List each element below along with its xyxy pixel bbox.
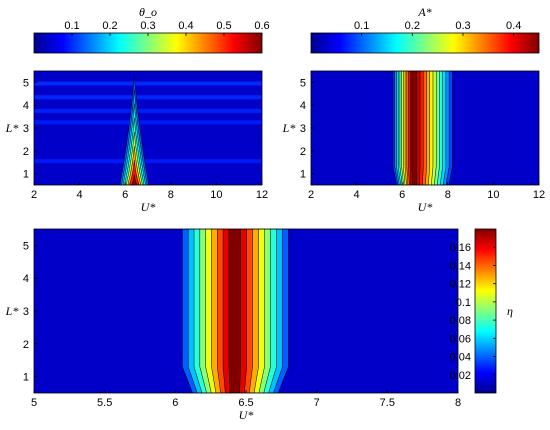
colorbar-tick-label: 0.16 — [450, 242, 471, 254]
colorbar-bottom: 0.02 0.04 0.06 0.08 0.1 0.12 0.14 0.16 η — [450, 228, 513, 394]
y-tick-label: 3 — [23, 123, 29, 135]
y-tick-label: 1 — [300, 169, 306, 181]
streak — [34, 81, 262, 86]
colorbar-tick-label: 0.2 — [102, 20, 117, 32]
colorbar-gradient — [310, 32, 540, 54]
x-tick-label: 12 — [533, 189, 545, 201]
y-tick-label: 1 — [23, 169, 29, 181]
y-axis-label: L* — [282, 121, 296, 135]
x-tick-label: 12 — [256, 189, 268, 201]
streak — [34, 159, 262, 164]
colorbar-tick-label: 0.4 — [506, 20, 521, 32]
y-tick-label: 5 — [300, 77, 306, 89]
x-tick-label: 5 — [31, 397, 37, 409]
colorbar-tick-label: 0.02 — [450, 370, 471, 382]
streak — [34, 108, 262, 113]
colorbar-tick-label: 0.14 — [450, 260, 471, 272]
colorbar-tick-label: 0.06 — [450, 333, 471, 345]
contour-level — [411, 71, 418, 185]
colorbar-tick-label: 0.6 — [254, 20, 269, 32]
x-tick-label: 5.5 — [97, 397, 112, 409]
contour-level — [228, 229, 241, 393]
x-tick-label: 4 — [354, 189, 360, 201]
y-tick-label: 2 — [23, 146, 29, 158]
colorbar-tick-label: 0.08 — [450, 315, 471, 327]
y-tick-label: 4 — [23, 100, 29, 112]
x-tick-label: 8 — [168, 189, 174, 201]
x-tick-label: 10 — [210, 189, 222, 201]
colorbar-tick-label: 0.1 — [64, 20, 79, 32]
colorbar-tick-label: 0.1 — [354, 20, 369, 32]
plot-area-bottom — [34, 229, 458, 393]
colorbar-tick-label: 0.12 — [450, 279, 471, 291]
background-field — [34, 71, 262, 185]
x-tick-label: 10 — [487, 189, 499, 201]
x-tick-label: 7.5 — [380, 397, 395, 409]
streak — [34, 95, 262, 100]
y-axis-label: L* — [5, 304, 19, 318]
x-axis-label: U* — [141, 200, 156, 214]
y-tick-label: 3 — [23, 306, 29, 318]
contour-level — [129, 160, 140, 185]
x-tick-label: 2 — [308, 189, 314, 201]
colorbar-label: A* — [417, 5, 431, 19]
colorbar-tick-label: 0.04 — [450, 352, 471, 364]
y-tick-label: 5 — [23, 77, 29, 89]
colorbar-tick-label: 0.3 — [455, 20, 470, 32]
plot-area-top-right — [311, 71, 539, 185]
y-tick-label: 3 — [300, 123, 306, 135]
y-tick-label: 4 — [300, 100, 306, 112]
colorbar-tick-label: 0.4 — [178, 20, 193, 32]
y-tick-label: 2 — [300, 146, 306, 158]
x-tick-label: 6 — [399, 189, 405, 201]
x-tick-label: 2 — [31, 189, 37, 201]
x-tick-label: 6 — [122, 189, 128, 201]
colorbar-label: η — [507, 304, 513, 318]
x-tick-label: 4 — [77, 189, 83, 201]
colorbar-gradient — [474, 228, 497, 394]
chart-bottom: 5 5.5 6 6.5 7 7.5 812345U*L*0.020.040.060.080.… — [5, 228, 513, 422]
colorbar-tick-label: 0.1 — [456, 297, 471, 309]
colorbar-top-right: 0.1 0.2 0.3 0.4 A* — [310, 5, 540, 54]
y-tick-label: 5 — [23, 240, 29, 252]
streak — [34, 120, 262, 125]
plot-area-top-left — [34, 71, 262, 185]
colorbar-top-left: 0.1 0.2 0.3 0.4 0.5 0.6 θ_o — [33, 5, 270, 54]
contour-level — [130, 174, 139, 185]
x-tick-label: 7 — [314, 397, 320, 409]
y-axis-label: L* — [5, 121, 19, 135]
x-tick-label: 8 — [445, 189, 451, 201]
y-tick-label: 1 — [23, 372, 29, 384]
colorbar-tick-label: 0.5 — [216, 20, 231, 32]
colorbar-tick-label: 0.2 — [405, 20, 420, 32]
x-tick-label: 6.5 — [238, 397, 253, 409]
x-tick-label: 8 — [455, 397, 461, 409]
x-tick-label: 6 — [172, 397, 178, 409]
x-axis-label: U* — [418, 200, 433, 214]
colorbar-tick-label: 0.3 — [140, 20, 155, 32]
y-tick-label: 2 — [23, 339, 29, 351]
x-axis-label: U* — [239, 408, 254, 422]
y-tick-label: 4 — [23, 273, 29, 285]
colorbar-label: θ_o — [139, 5, 157, 19]
